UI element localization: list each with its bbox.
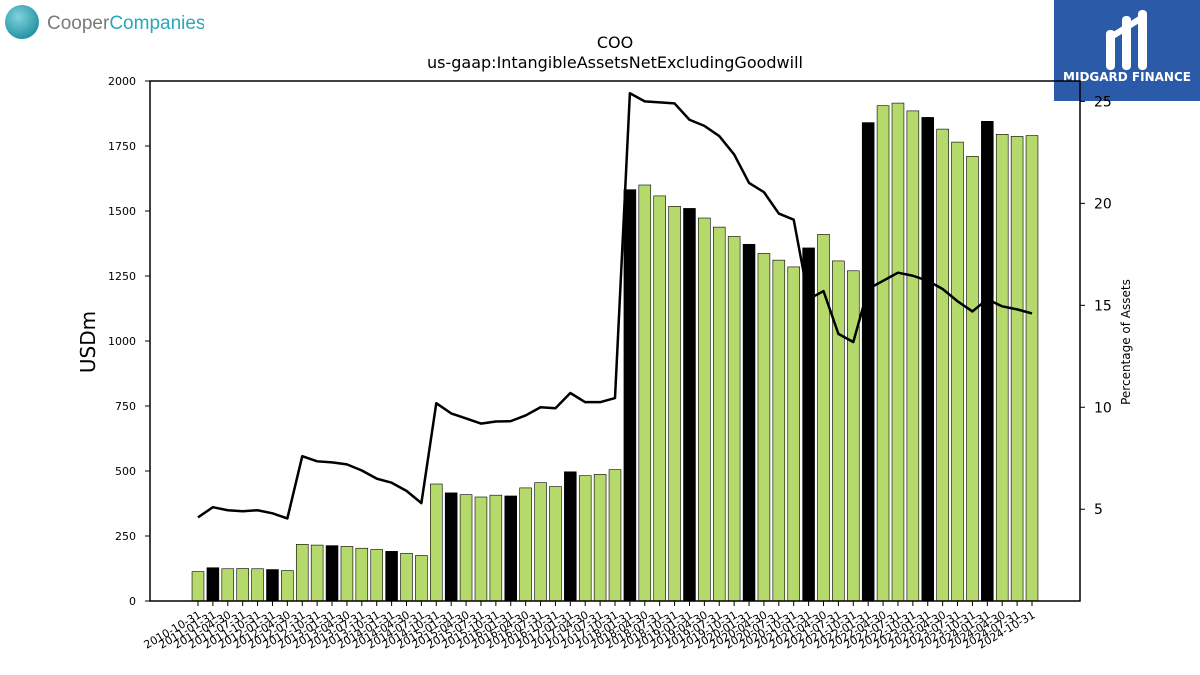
percentage-line-series <box>197 91 1033 520</box>
y-axis-label: USDm <box>76 311 100 373</box>
bar-2011-07-31 <box>236 568 249 602</box>
bar-2014-07-31 <box>415 555 428 602</box>
bar-2014-04-30 <box>400 553 413 602</box>
y2-tick-label: 25 <box>1094 94 1112 110</box>
y2-tick-label: 20 <box>1094 196 1112 212</box>
bar-2015-10-31 <box>489 494 503 602</box>
y-tick-label: 1500 <box>108 205 136 218</box>
bar-2024-10-31 <box>1025 135 1039 602</box>
globe-icon <box>5 5 39 39</box>
bar-2020-07-31 <box>772 259 786 602</box>
bar-2017-04-30 <box>578 475 592 602</box>
midgard-finance-logo: MIDGARD FINANCE <box>1054 0 1200 101</box>
bar-2016-04-30 <box>519 487 532 602</box>
logo-word-cooper: Cooper <box>47 13 110 34</box>
bar-2021-04-30 <box>817 234 830 602</box>
bar-2015-07-31 <box>474 496 488 602</box>
svg-text:CooperCompanies: CooperCompanies <box>47 13 204 34</box>
bar-2017-07-31 <box>593 474 607 602</box>
bar-2022-01-31 <box>861 122 875 602</box>
bar-2023-01-31 <box>921 117 934 602</box>
bar-2020-10-31 <box>787 266 800 602</box>
y-tick-label: 500 <box>115 465 136 478</box>
bar-2013-07-31 <box>355 547 369 602</box>
bar-2018-04-30 <box>638 184 652 602</box>
logo-word-companies: Companies <box>109 13 204 34</box>
bar-2023-04-30 <box>936 128 949 602</box>
bar-2023-07-31 <box>951 141 964 602</box>
bar-2017-10-31 <box>608 469 622 602</box>
y-tick-label: 1000 <box>108 335 136 348</box>
bar-2020-04-30 <box>757 253 771 602</box>
y-tick-label: 1750 <box>108 140 136 153</box>
bar-2019-10-31 <box>727 236 741 602</box>
bar-2012-01-31 <box>266 569 279 602</box>
bar-2022-10-31 <box>906 110 920 602</box>
y-tick-label: 0 <box>129 595 136 608</box>
bar-2012-04-30 <box>281 570 294 602</box>
midgard-logo-text: MIDGARD FINANCE <box>1063 70 1191 84</box>
bar-2022-07-31 <box>891 102 905 602</box>
bar-2015-04-30 <box>459 494 473 602</box>
bar-2012-10-31 <box>310 544 324 602</box>
bar-2016-10-31 <box>549 486 562 602</box>
y-axis: 0 250 500 750 1000 1250 1500 1750 2000 <box>108 75 150 608</box>
midgard-m-icon <box>1106 10 1147 70</box>
bar-2011-01-31 <box>206 567 220 602</box>
y2-axis: 5 10 15 20 25 <box>1080 94 1112 518</box>
bar-2019-07-31 <box>712 226 726 602</box>
bar-2024-01-31 <box>981 121 994 602</box>
bar-2020-01-31 <box>742 243 756 602</box>
bar-2010-10-31 <box>191 571 205 602</box>
bar-2019-01-31 <box>683 208 696 602</box>
chart-title: COO <box>597 33 633 52</box>
bar-2016-07-31 <box>534 482 547 602</box>
percentage-line <box>197 91 1033 520</box>
y2-tick-label: 15 <box>1094 298 1112 314</box>
bar-2021-07-31 <box>832 260 845 602</box>
bar-2014-10-31 <box>430 483 443 602</box>
bar-2019-04-30 <box>698 217 711 602</box>
y-tick-label: 250 <box>115 530 136 543</box>
bar-2013-04-30 <box>340 546 354 602</box>
bar-2011-10-31 <box>251 568 264 602</box>
bar-2013-01-31 <box>325 545 339 602</box>
bar-2024-07-31 <box>1010 136 1024 602</box>
y2-tick-label: 5 <box>1094 502 1103 518</box>
bar-2018-07-31 <box>653 195 666 602</box>
bar-2023-10-31 <box>966 156 979 602</box>
bar-2012-07-31 <box>295 544 309 602</box>
y-tick-label: 750 <box>115 400 136 413</box>
y2-axis-label: Percentage of Assets <box>1119 279 1133 405</box>
bar-2011-04-30 <box>221 568 235 602</box>
bar-2018-01-31 <box>623 189 637 602</box>
bar-2016-01-31 <box>504 495 518 602</box>
cooper-companies-logo: CooperCompanies <box>4 4 205 42</box>
bar-2024-04-30 <box>995 134 1009 602</box>
y-tick-label: 1250 <box>108 270 136 283</box>
chart-subtitle: us-gaap:IntangibleAssetsNetExcludingGood… <box>427 53 803 72</box>
bar-2018-10-31 <box>668 206 681 602</box>
bar-2013-10-31 <box>370 549 383 602</box>
bar-2015-01-31 <box>444 492 458 602</box>
bar-2022-04-30 <box>876 105 890 602</box>
y-tick-label: 2000 <box>108 75 136 88</box>
bar-series <box>191 102 1039 602</box>
bar-2014-01-31 <box>385 551 398 602</box>
x-axis: 2010-10-312011-01-312011-04-302011-07-31… <box>142 601 1038 652</box>
bar-2017-01-31 <box>564 471 577 602</box>
y2-tick-label: 10 <box>1094 400 1112 416</box>
bar-2021-01-31 <box>802 247 815 602</box>
bar-2021-10-31 <box>847 270 860 602</box>
